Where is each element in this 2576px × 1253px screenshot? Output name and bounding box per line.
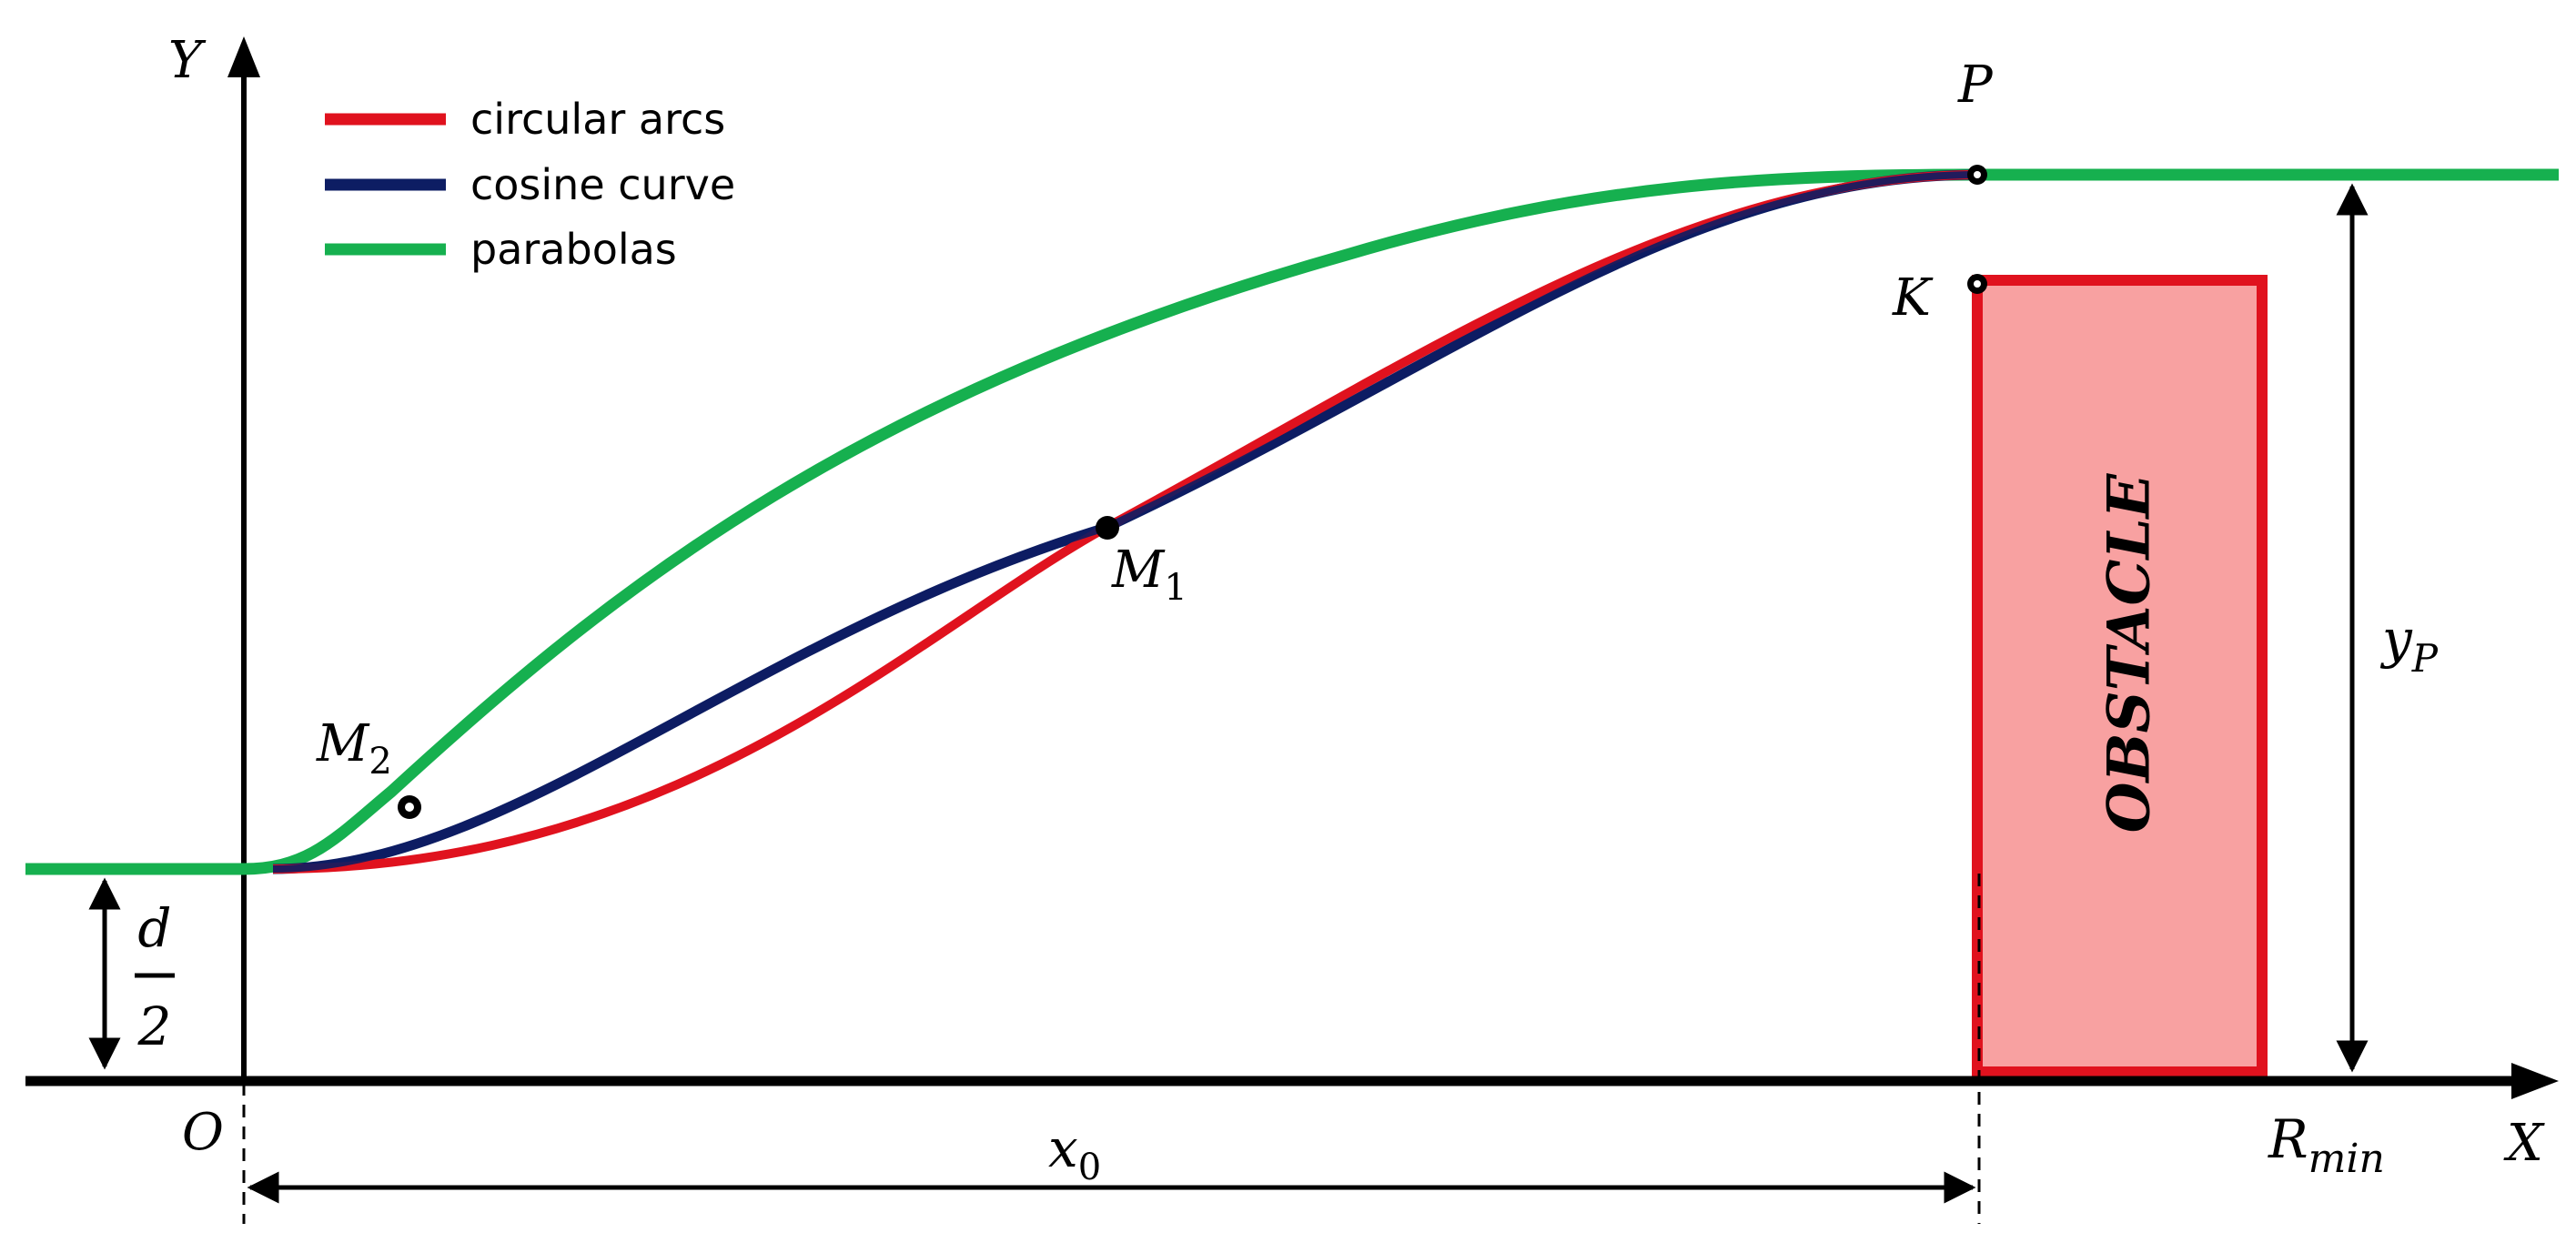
legend-label-parabolas: parabolas <box>470 225 677 274</box>
d-half-numerator: d <box>137 897 171 959</box>
x-axis-arrowhead <box>2511 1063 2559 1099</box>
point-K-label: K <box>1892 268 1934 328</box>
point-M1-label-sub: 1 <box>1164 567 1187 609</box>
point-M1-marker <box>1096 516 1119 540</box>
point-M2-label-base: M <box>316 714 370 773</box>
legend-label-cosine-curve: cosine curve <box>470 160 735 209</box>
legend: circular arcs cosine curve parabolas <box>325 95 735 274</box>
x0-label: x0 <box>1048 1117 1101 1188</box>
x-axis-label: X <box>2503 1114 2545 1173</box>
obstacle-label: OBSTACLE <box>2096 473 2164 834</box>
origin-label: O <box>182 1103 224 1162</box>
point-M1-label-base: M <box>1111 541 1166 600</box>
legend-label-circular-arcs: circular arcs <box>470 95 725 144</box>
point-P-marker <box>1967 165 1987 185</box>
point-P-label: P <box>1957 56 1994 115</box>
d-half-denominator: 2 <box>137 995 172 1057</box>
rmin-label: Rmin <box>2268 1108 2385 1182</box>
obstacle-rect <box>1972 275 2268 1077</box>
parabolas-curve <box>25 168 2559 875</box>
point-M2-label-sub: 2 <box>369 741 391 783</box>
point-K-marker <box>1967 274 1987 294</box>
y-axis-label: Y <box>168 31 207 90</box>
cosine-curve-overlay <box>272 171 1980 873</box>
yP-label-base: y <box>2379 608 2413 670</box>
x0-label-sub: 0 <box>1078 1147 1101 1188</box>
point-M2-label: M2 <box>316 714 392 783</box>
x0-label-base: x <box>1048 1117 1078 1179</box>
point-M1-label: M1 <box>1111 541 1187 609</box>
rmin-label-sub: min <box>2308 1136 2385 1182</box>
y-axis-arrowhead <box>227 36 260 77</box>
point-M2-marker <box>398 795 421 819</box>
yP-label-sub: P <box>2411 636 2439 681</box>
yP-label: yP <box>2379 608 2439 681</box>
rmin-label-base: R <box>2268 1108 2308 1170</box>
